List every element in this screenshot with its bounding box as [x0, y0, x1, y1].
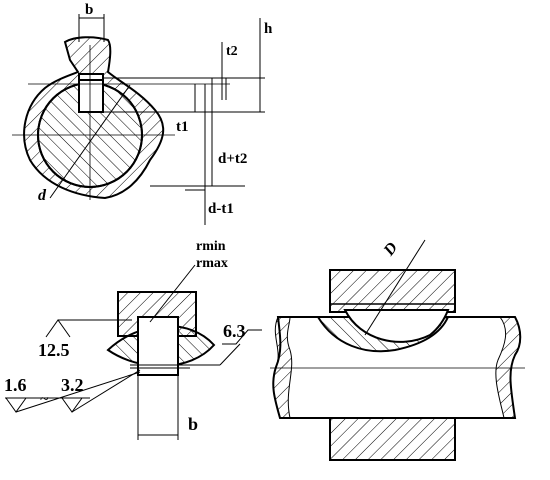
segment-key-view [270, 239, 525, 461]
label-rmin: rmin [196, 239, 226, 254]
dimension-label-b-top: b [85, 2, 94, 18]
dimension-label-h: h [264, 21, 273, 37]
top-dimensions [78, 14, 265, 225]
key-fit-view [5, 264, 262, 440]
D-leader [364, 239, 426, 336]
dimension-label-t2: t2 [226, 44, 238, 59]
roughness-label-1-6: 1.6 [4, 375, 27, 395]
roughness-6-3 [222, 329, 262, 345]
label-rmax: rmax [196, 256, 228, 271]
dimension-label-d-minus-t1: d-t1 [208, 201, 234, 217]
dimension-label-t1: t1 [176, 119, 189, 135]
tilde-label: ~ [40, 391, 49, 408]
dimension-label-d: d [38, 187, 46, 204]
d-leader [49, 84, 131, 199]
dimension-label-b-bottom: b [188, 414, 199, 434]
shaft-end-left [272, 316, 293, 419]
hub-lower [329, 414, 456, 461]
key-small [137, 316, 179, 376]
roughness-label-6-3: 6.3 [223, 321, 246, 341]
dimension-label-d-plus-t2: d+t2 [218, 151, 248, 167]
roughness-label-12-5: 12.5 [38, 340, 70, 360]
shaft-end-right [495, 316, 521, 419]
roughness-3-2 [61, 397, 83, 413]
roughness-12-5 [45, 319, 71, 338]
hub-section-view [12, 36, 230, 200]
segment-key [343, 309, 450, 343]
roughness-label-3-2: 3.2 [61, 375, 84, 395]
